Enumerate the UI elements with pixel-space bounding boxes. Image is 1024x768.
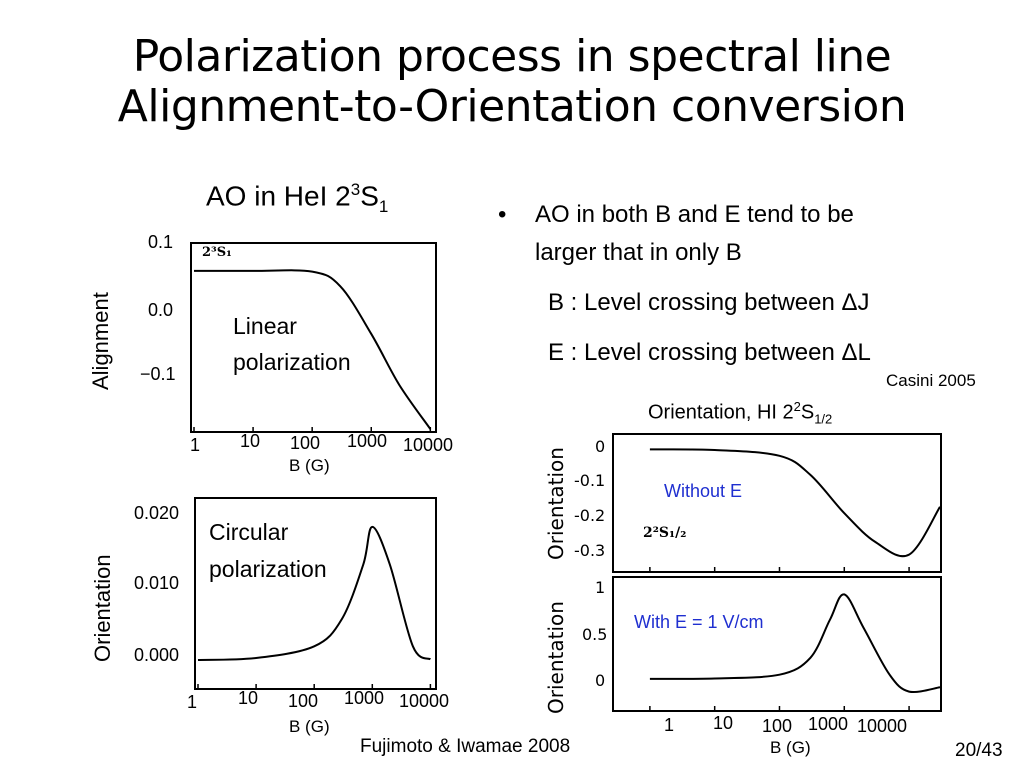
left-heading-sup: 3 xyxy=(350,180,361,199)
orientation-top-right-plot-svg xyxy=(649,448,941,573)
orientation-top-right-plot-frame xyxy=(612,433,942,573)
left-heading-main: S xyxy=(360,180,379,212)
alignment-xtick-5: 10000 xyxy=(403,435,454,455)
obr-xtick-4: 1000 xyxy=(808,714,849,734)
orientation-bottom-right-plot-frame xyxy=(612,576,942,712)
alignment-plot-frame xyxy=(190,242,437,433)
orientation-left-ytick-3: 0.000 xyxy=(134,645,180,665)
orientation-left-xtick-3: 100 xyxy=(288,691,319,711)
obr-xlabel: B (G) xyxy=(770,738,811,757)
orientation-left-ytick-2: 0.010 xyxy=(134,573,180,593)
citation-fujimoto: Fujimoto & Iwamae 2008 xyxy=(360,736,571,757)
orientation-left-plot-svg xyxy=(197,525,432,690)
orientation-left-ylabel: Orientation xyxy=(90,554,115,662)
orientation-bottom-right-plot-svg xyxy=(649,593,941,712)
sub-line-e: E : Level crossing between ΔL xyxy=(548,339,871,366)
orientation-left-xtick-2: 10 xyxy=(238,688,259,708)
orientation-left-xlabel: B (G) xyxy=(289,717,330,736)
alignment-xlabel: B (G) xyxy=(289,456,330,475)
left-heading-sub: 1 xyxy=(378,196,389,216)
orientation-top-right-ylabel: Orientation xyxy=(544,447,568,560)
sub-line-b: B : Level crossing between ΔJ xyxy=(548,289,870,316)
orientation-left-xtick-1: 1 xyxy=(187,692,198,712)
slide-title: Polarization process in spectral line Al… xyxy=(0,32,1024,132)
obr-xtick-2: 10 xyxy=(713,713,734,733)
obr-ytick-3: 0 xyxy=(595,671,606,690)
bullet-line-2: larger that in only B xyxy=(535,239,742,266)
orientation-left-xtick-4: 1000 xyxy=(344,688,385,708)
alignment-xtick-2: 10 xyxy=(240,431,261,451)
orientation-left-plot-frame xyxy=(194,497,437,690)
orientation-left-xtick-5: 10000 xyxy=(399,691,450,711)
obr-ytick-1: 1 xyxy=(595,578,606,597)
alignment-ylabel: Alignment xyxy=(88,292,113,390)
right-heading-sup: 2 xyxy=(793,399,801,414)
alignment-ytick-2: 0.0 xyxy=(148,300,174,320)
right-heading-main: S xyxy=(800,401,815,424)
otr-ytick-1: 0 xyxy=(595,437,606,456)
title-line-1: Polarization process in spectral line xyxy=(132,31,892,82)
citation-casini: Casini 2005 xyxy=(886,371,976,390)
alignment-plot-tag: 2³S₁ xyxy=(202,245,232,260)
alignment-curve xyxy=(193,269,432,430)
obr-xtick-1: 1 xyxy=(664,715,675,735)
alignment-annotation-1: Linear xyxy=(233,313,297,339)
otr-ytick-2: -0.1 xyxy=(574,471,606,490)
left-heading: AO in HeI 23S1 xyxy=(206,180,388,217)
bullet-dot: • xyxy=(498,201,507,228)
obr-ytick-2: 0.5 xyxy=(582,625,608,644)
alignment-ytick-1: 0.1 xyxy=(148,232,174,252)
obr-annotation: With E = 1 V/cm xyxy=(634,612,764,632)
right-heading-sub: 1/2 xyxy=(814,411,833,427)
orientation-left-annotation-2: polarization xyxy=(209,556,327,582)
otr-annotation: Without E xyxy=(664,481,743,501)
bullet-line-1: AO in both B and E tend to be xyxy=(535,201,854,228)
otr-ytick-4: -0.3 xyxy=(574,541,606,560)
alignment-xtick-1: 1 xyxy=(190,435,201,455)
right-heading: Orientation, HI 22S1/2 xyxy=(648,399,832,427)
orientation-left-annotation-1: Circular xyxy=(209,519,289,545)
right-heading-text: Orientation, HI 2 xyxy=(648,401,794,424)
orientation-bottom-right-curve xyxy=(649,593,941,694)
page-number: 20/43 xyxy=(955,740,1003,761)
title-line-2: Alignment-to-Orientation conversion xyxy=(117,81,907,132)
orientation-left-ytick-1: 0.020 xyxy=(134,503,180,523)
alignment-ytick-3: −0.1 xyxy=(140,364,176,384)
alignment-annotation-2: polarization xyxy=(233,349,351,375)
obr-xtick-3: 100 xyxy=(762,716,793,736)
alignment-xtick-4: 1000 xyxy=(347,431,388,451)
orientation-left-curve xyxy=(197,525,431,661)
otr-ytick-3: -0.2 xyxy=(574,506,606,525)
orientation-top-right-curve xyxy=(649,448,941,558)
obr-xtick-5: 10000 xyxy=(857,716,908,736)
orientation-bottom-right-ylabel: Orientation xyxy=(544,601,568,714)
alignment-xtick-3: 100 xyxy=(290,433,321,453)
otr-tag: 2²S₁/₂ xyxy=(643,525,687,541)
alignment-plot-svg xyxy=(193,269,432,433)
left-heading-text: AO in HeI 2 xyxy=(206,180,351,212)
